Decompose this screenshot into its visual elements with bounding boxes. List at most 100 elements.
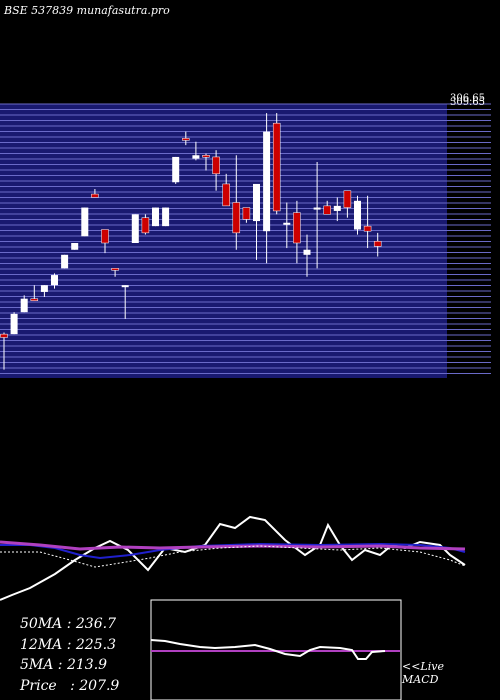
candle-body bbox=[354, 200, 361, 230]
candle bbox=[283, 202, 291, 249]
candle-body bbox=[172, 156, 180, 183]
candle bbox=[0, 332, 8, 370]
candle-body bbox=[152, 207, 159, 227]
candle-body bbox=[283, 222, 291, 225]
candle bbox=[182, 131, 190, 146]
chart-title: BSE 537839 munafasutra.pro bbox=[4, 4, 170, 17]
candle bbox=[212, 150, 220, 191]
macd-live-link[interactable]: <<Live bbox=[402, 660, 444, 673]
moving-average-lines bbox=[0, 515, 466, 601]
candle-body bbox=[363, 225, 372, 232]
candle-body bbox=[293, 212, 301, 244]
candle-body bbox=[333, 205, 341, 211]
candle-body bbox=[30, 298, 39, 301]
ma5-row: 5MA : 213.9 bbox=[20, 657, 108, 673]
candle-body bbox=[10, 313, 18, 335]
candle bbox=[202, 153, 210, 171]
candle-body bbox=[20, 298, 28, 313]
candle-body bbox=[162, 207, 170, 227]
candle bbox=[263, 113, 271, 264]
macd-text: MACD bbox=[402, 673, 439, 686]
candle bbox=[192, 141, 200, 161]
candle bbox=[101, 229, 109, 254]
ma5-value: 213.9 bbox=[66, 657, 108, 673]
candle bbox=[141, 214, 150, 235]
candle-body bbox=[71, 243, 79, 250]
candle bbox=[253, 183, 260, 260]
price-value: 207.9 bbox=[79, 677, 120, 694]
candle-body bbox=[81, 207, 89, 237]
ma50-label: 50MA bbox=[20, 616, 63, 632]
candle bbox=[91, 189, 99, 198]
candle-body bbox=[192, 155, 200, 159]
candle-body bbox=[101, 229, 109, 244]
price-grid bbox=[0, 103, 491, 378]
candle bbox=[61, 254, 69, 269]
macd-label: <<Live MACD bbox=[402, 660, 444, 686]
candle bbox=[323, 200, 331, 215]
price-line bbox=[0, 515, 466, 601]
candle-body bbox=[373, 241, 382, 247]
candle-body bbox=[313, 207, 321, 210]
ma50-value: 236.7 bbox=[75, 616, 116, 632]
candle-body bbox=[0, 333, 8, 338]
candle bbox=[333, 197, 341, 222]
candle-body bbox=[131, 214, 139, 243]
candle bbox=[131, 214, 139, 243]
candle bbox=[162, 207, 170, 227]
ma12-row: 12MA : 225.3 bbox=[20, 636, 116, 653]
candle bbox=[172, 156, 180, 184]
candle-body bbox=[212, 156, 220, 175]
candle bbox=[354, 195, 361, 235]
candle-body bbox=[121, 285, 129, 288]
candle bbox=[71, 243, 79, 250]
candle-body bbox=[202, 155, 210, 158]
candle bbox=[152, 207, 159, 227]
ma5-label: 5MA bbox=[20, 657, 54, 673]
candle-body bbox=[40, 285, 48, 292]
candle-body bbox=[343, 190, 352, 208]
candle-body bbox=[323, 205, 331, 215]
candle bbox=[232, 155, 241, 250]
macd-panel bbox=[150, 599, 402, 700]
candle-body bbox=[232, 202, 241, 234]
candle bbox=[313, 162, 321, 269]
candle bbox=[111, 268, 119, 277]
candle bbox=[343, 190, 352, 218]
ma50-line bbox=[0, 540, 466, 551]
candle bbox=[40, 285, 48, 297]
candle-body bbox=[242, 207, 251, 220]
price-axis-label: 306.65 bbox=[450, 93, 485, 104]
candle bbox=[20, 295, 28, 313]
candle-body bbox=[222, 183, 230, 207]
indicator-readout: 50MA : 236.7 12MA : 225.3 5MA : 213.9 Pr… bbox=[20, 614, 119, 696]
price-row: Price : 207.9 bbox=[20, 677, 120, 694]
candle bbox=[363, 195, 372, 249]
candle bbox=[121, 285, 129, 319]
candle-body bbox=[272, 122, 281, 212]
candle bbox=[272, 113, 281, 215]
candle bbox=[293, 200, 301, 264]
candle bbox=[10, 312, 18, 335]
candle bbox=[51, 273, 58, 289]
candle-body bbox=[303, 249, 311, 255]
candle-body bbox=[182, 138, 190, 141]
candle bbox=[242, 207, 251, 223]
candle-body bbox=[51, 275, 58, 286]
macd-line bbox=[150, 639, 386, 660]
price-label: Price bbox=[20, 677, 57, 694]
ma12-value: 225.3 bbox=[75, 636, 116, 653]
candle bbox=[30, 285, 39, 301]
ma50-row: 50MA : 236.7 bbox=[20, 616, 116, 632]
candle bbox=[222, 173, 230, 207]
candle bbox=[373, 232, 382, 257]
price-axis-label: 309.65 bbox=[450, 97, 485, 108]
candle-body bbox=[141, 217, 150, 234]
ma12-label: 12MA bbox=[20, 636, 63, 653]
candle-body bbox=[91, 193, 99, 198]
candle-body bbox=[253, 183, 260, 222]
candle bbox=[81, 207, 89, 237]
